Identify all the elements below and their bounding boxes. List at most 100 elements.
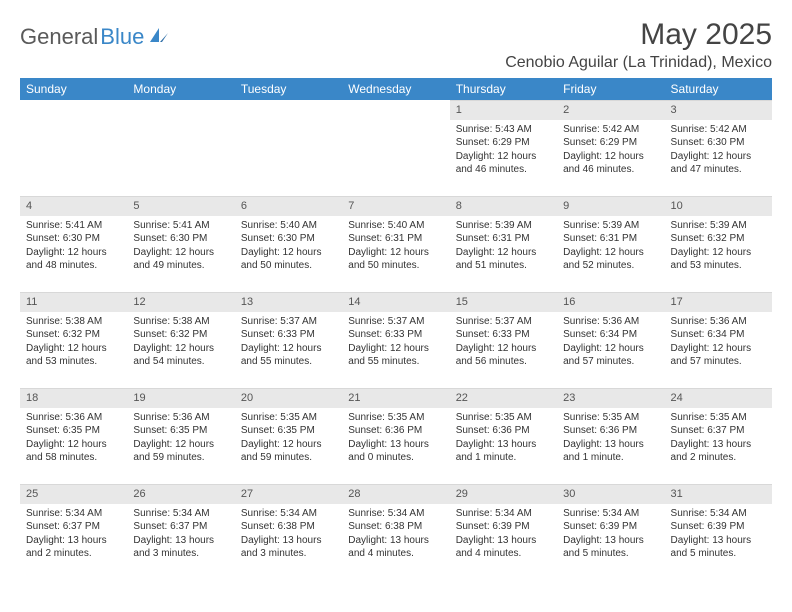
daylight-text: Daylight: 13 hours and 5 minutes. (671, 534, 766, 561)
day-body: Sunrise: 5:35 AMSunset: 6:36 PMDaylight:… (342, 408, 449, 469)
day-number: 27 (235, 484, 342, 504)
day-number: 19 (127, 388, 234, 408)
day-number: 1 (450, 100, 557, 120)
daylight-text: Daylight: 12 hours and 57 minutes. (563, 342, 658, 369)
calendar-row: 11Sunrise: 5:38 AMSunset: 6:32 PMDayligh… (20, 292, 772, 388)
calendar-cell: 30Sunrise: 5:34 AMSunset: 6:39 PMDayligh… (557, 484, 664, 580)
daylight-text: Daylight: 13 hours and 3 minutes. (133, 534, 228, 561)
daylight-text: Daylight: 12 hours and 59 minutes. (133, 438, 228, 465)
sunrise-text: Sunrise: 5:42 AM (671, 123, 766, 137)
calendar-cell: 16Sunrise: 5:36 AMSunset: 6:34 PMDayligh… (557, 292, 664, 388)
sunrise-text: Sunrise: 5:35 AM (671, 411, 766, 425)
logo-text-blue: Blue (100, 24, 144, 50)
day-body: Sunrise: 5:41 AMSunset: 6:30 PMDaylight:… (127, 216, 234, 277)
day-body: Sunrise: 5:36 AMSunset: 6:35 PMDaylight:… (127, 408, 234, 469)
sunset-text: Sunset: 6:29 PM (456, 136, 551, 150)
day-body: Sunrise: 5:35 AMSunset: 6:37 PMDaylight:… (665, 408, 772, 469)
day-number: 7 (342, 196, 449, 216)
day-number: 22 (450, 388, 557, 408)
sunset-text: Sunset: 6:32 PM (133, 328, 228, 342)
month-title: May 2025 (505, 18, 772, 52)
calendar-cell: 9Sunrise: 5:39 AMSunset: 6:31 PMDaylight… (557, 196, 664, 292)
day-body: Sunrise: 5:34 AMSunset: 6:38 PMDaylight:… (342, 504, 449, 565)
calendar-cell (20, 100, 127, 196)
day-body: Sunrise: 5:35 AMSunset: 6:35 PMDaylight:… (235, 408, 342, 469)
sunrise-text: Sunrise: 5:35 AM (563, 411, 658, 425)
daylight-text: Daylight: 13 hours and 2 minutes. (671, 438, 766, 465)
daylight-text: Daylight: 12 hours and 46 minutes. (456, 150, 551, 177)
sunset-text: Sunset: 6:36 PM (456, 424, 551, 438)
sunset-text: Sunset: 6:37 PM (671, 424, 766, 438)
day-number: 6 (235, 196, 342, 216)
calendar-cell: 26Sunrise: 5:34 AMSunset: 6:37 PMDayligh… (127, 484, 234, 580)
calendar-cell: 19Sunrise: 5:36 AMSunset: 6:35 PMDayligh… (127, 388, 234, 484)
daylight-text: Daylight: 12 hours and 55 minutes. (348, 342, 443, 369)
sunrise-text: Sunrise: 5:41 AM (26, 219, 121, 233)
daylight-text: Daylight: 13 hours and 4 minutes. (348, 534, 443, 561)
logo-text-gray: General (20, 24, 98, 50)
sunrise-text: Sunrise: 5:34 AM (348, 507, 443, 521)
sunrise-text: Sunrise: 5:37 AM (456, 315, 551, 329)
daylight-text: Daylight: 13 hours and 2 minutes. (26, 534, 121, 561)
calendar-cell: 5Sunrise: 5:41 AMSunset: 6:30 PMDaylight… (127, 196, 234, 292)
day-number: 17 (665, 292, 772, 312)
daylight-text: Daylight: 12 hours and 53 minutes. (671, 246, 766, 273)
day-body: Sunrise: 5:39 AMSunset: 6:31 PMDaylight:… (450, 216, 557, 277)
sunset-text: Sunset: 6:39 PM (671, 520, 766, 534)
day-body: Sunrise: 5:35 AMSunset: 6:36 PMDaylight:… (557, 408, 664, 469)
daylight-text: Daylight: 12 hours and 48 minutes. (26, 246, 121, 273)
calendar-cell: 4Sunrise: 5:41 AMSunset: 6:30 PMDaylight… (20, 196, 127, 292)
sunset-text: Sunset: 6:35 PM (133, 424, 228, 438)
sunrise-text: Sunrise: 5:36 AM (133, 411, 228, 425)
sunrise-text: Sunrise: 5:37 AM (348, 315, 443, 329)
calendar-cell (235, 100, 342, 196)
sunrise-text: Sunrise: 5:35 AM (348, 411, 443, 425)
sunrise-text: Sunrise: 5:43 AM (456, 123, 551, 137)
calendar-cell: 11Sunrise: 5:38 AMSunset: 6:32 PMDayligh… (20, 292, 127, 388)
weekday-header: Sunday (20, 78, 127, 100)
calendar-cell: 29Sunrise: 5:34 AMSunset: 6:39 PMDayligh… (450, 484, 557, 580)
day-number: 30 (557, 484, 664, 504)
weekday-header: Wednesday (342, 78, 449, 100)
day-number: 28 (342, 484, 449, 504)
sunset-text: Sunset: 6:37 PM (133, 520, 228, 534)
daylight-text: Daylight: 12 hours and 55 minutes. (241, 342, 336, 369)
sunrise-text: Sunrise: 5:36 AM (563, 315, 658, 329)
day-number: 29 (450, 484, 557, 504)
sunrise-text: Sunrise: 5:34 AM (671, 507, 766, 521)
calendar-cell: 6Sunrise: 5:40 AMSunset: 6:30 PMDaylight… (235, 196, 342, 292)
daylight-text: Daylight: 12 hours and 54 minutes. (133, 342, 228, 369)
sunset-text: Sunset: 6:39 PM (456, 520, 551, 534)
calendar-cell: 20Sunrise: 5:35 AMSunset: 6:35 PMDayligh… (235, 388, 342, 484)
day-body: Sunrise: 5:40 AMSunset: 6:30 PMDaylight:… (235, 216, 342, 277)
calendar-cell: 28Sunrise: 5:34 AMSunset: 6:38 PMDayligh… (342, 484, 449, 580)
day-number: 3 (665, 100, 772, 120)
day-number: 4 (20, 196, 127, 216)
sunrise-text: Sunrise: 5:42 AM (563, 123, 658, 137)
daylight-text: Daylight: 12 hours and 46 minutes. (563, 150, 658, 177)
day-number: 24 (665, 388, 772, 408)
day-body: Sunrise: 5:34 AMSunset: 6:39 PMDaylight:… (450, 504, 557, 565)
daylight-text: Daylight: 12 hours and 58 minutes. (26, 438, 121, 465)
sunrise-text: Sunrise: 5:39 AM (563, 219, 658, 233)
sunrise-text: Sunrise: 5:39 AM (456, 219, 551, 233)
daylight-text: Daylight: 13 hours and 0 minutes. (348, 438, 443, 465)
sunset-text: Sunset: 6:33 PM (456, 328, 551, 342)
day-body: Sunrise: 5:34 AMSunset: 6:39 PMDaylight:… (665, 504, 772, 565)
sunrise-text: Sunrise: 5:39 AM (671, 219, 766, 233)
calendar-cell: 13Sunrise: 5:37 AMSunset: 6:33 PMDayligh… (235, 292, 342, 388)
day-body: Sunrise: 5:34 AMSunset: 6:37 PMDaylight:… (127, 504, 234, 565)
day-number: 5 (127, 196, 234, 216)
day-number: 23 (557, 388, 664, 408)
day-number: 14 (342, 292, 449, 312)
daylight-text: Daylight: 12 hours and 49 minutes. (133, 246, 228, 273)
calendar-row: 18Sunrise: 5:36 AMSunset: 6:35 PMDayligh… (20, 388, 772, 484)
calendar-cell: 15Sunrise: 5:37 AMSunset: 6:33 PMDayligh… (450, 292, 557, 388)
sunset-text: Sunset: 6:32 PM (26, 328, 121, 342)
sunset-text: Sunset: 6:30 PM (241, 232, 336, 246)
title-block: May 2025 Cenobio Aguilar (La Trinidad), … (505, 18, 772, 72)
calendar-cell: 31Sunrise: 5:34 AMSunset: 6:39 PMDayligh… (665, 484, 772, 580)
weekday-header: Friday (557, 78, 664, 100)
sunset-text: Sunset: 6:36 PM (348, 424, 443, 438)
day-number: 20 (235, 388, 342, 408)
